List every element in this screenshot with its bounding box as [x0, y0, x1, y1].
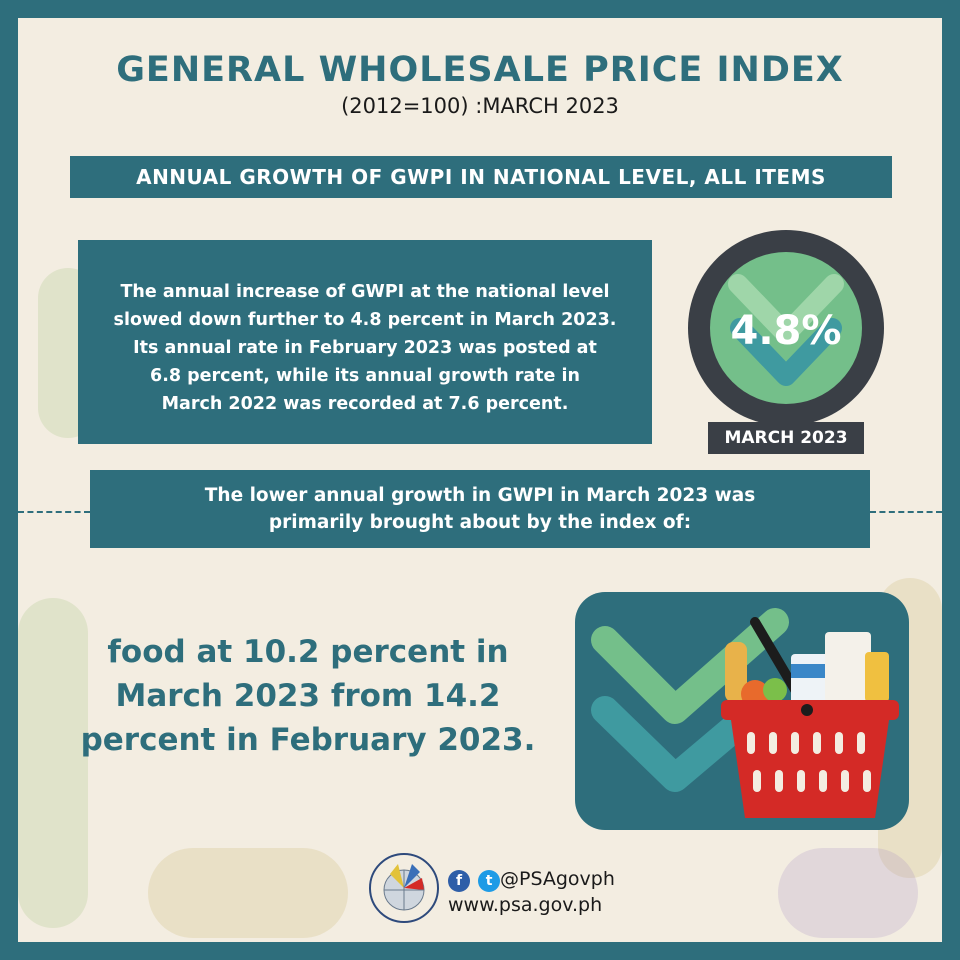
summary-line: 6.8 percent, while its annual growth rat… [150, 366, 580, 386]
basket-card [575, 592, 909, 830]
summary-box: The annual increase of GWPI at the natio… [78, 240, 652, 444]
background-decoration [148, 848, 348, 938]
section-banner: ANNUAL GROWTH OF GWPI IN NATIONAL LEVEL,… [70, 156, 892, 198]
gauge-label: MARCH 2023 [708, 422, 864, 454]
infographic-canvas: GENERAL WHOLESALE PRICE INDEX (2012=100)… [18, 18, 942, 942]
note-line: The lower annual growth in GWPI in March… [204, 485, 756, 506]
gauge-face: 4.8% [710, 252, 862, 404]
page-subtitle: (2012=100) :MARCH 2023 [341, 94, 619, 118]
food-statement: food at 10.2 percent in March 2023 from … [58, 630, 558, 762]
background-decoration [18, 598, 88, 928]
gauge-value: 4.8% [730, 308, 842, 354]
background-decoration [778, 848, 918, 938]
food-line: March 2023 from 14.2 [115, 678, 501, 714]
page-title: GENERAL WHOLESALE PRICE INDEX [116, 50, 844, 90]
summary-line: The annual increase of GWPI at the natio… [120, 282, 610, 302]
note-box: The lower annual growth in GWPI in March… [90, 470, 870, 548]
divider-left [18, 511, 90, 513]
shopping-basket-icon [591, 608, 899, 818]
food-line: food at 10.2 percent in [107, 634, 509, 670]
divider-right [870, 511, 942, 513]
social-icons: f t [448, 870, 503, 892]
website-link[interactable]: www.psa.gov.ph [448, 894, 603, 916]
note-line: primarily brought about by the index of: [268, 512, 692, 533]
psa-logo [369, 853, 439, 923]
summary-line: March 2022 was recorded at 7.6 percent. [161, 394, 569, 414]
twitter-icon[interactable]: t [478, 870, 501, 892]
summary-line: Its annual rate in February 2023 was pos… [133, 338, 597, 358]
summary-line: slowed down further to 4.8 percent in Ma… [113, 310, 617, 330]
footer: f t @PSAgovph www.psa.gov.ph [368, 852, 628, 932]
facebook-icon[interactable]: f [448, 870, 470, 892]
growth-gauge: 4.8% [688, 230, 884, 426]
social-handle[interactable]: @PSAgovph [500, 868, 615, 890]
chevron-down-icon [728, 274, 844, 386]
food-line: percent in February 2023. [80, 722, 536, 758]
